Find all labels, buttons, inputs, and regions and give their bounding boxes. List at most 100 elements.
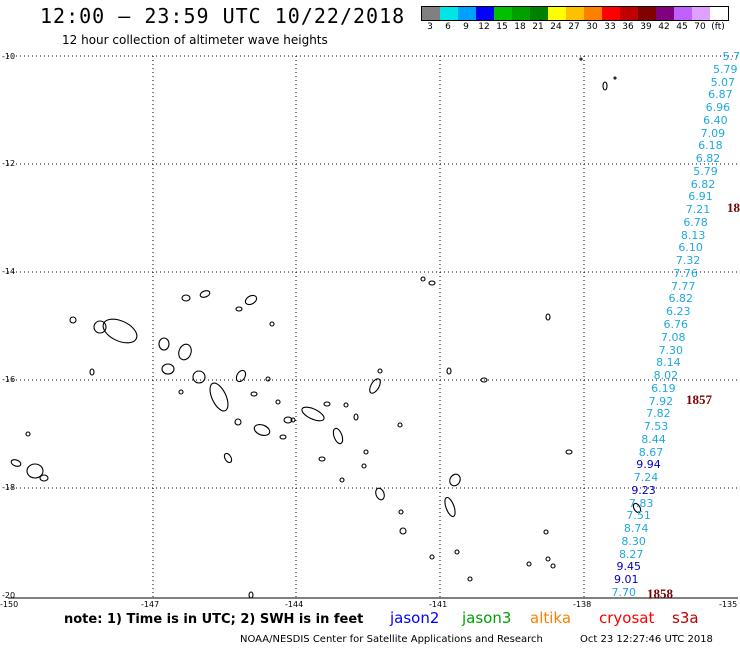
island-outline	[398, 509, 404, 515]
island-outline	[332, 427, 344, 445]
legend-swatch	[638, 7, 656, 20]
island-outline	[429, 554, 435, 560]
legend-swatch	[530, 7, 548, 20]
swh-value: 6.23	[665, 305, 691, 319]
island-outline	[269, 321, 275, 327]
swh-value: 5.07	[710, 75, 736, 89]
island-outline	[377, 368, 383, 374]
lat-label: -14	[2, 267, 16, 276]
swh-value: 6.82	[668, 292, 693, 306]
island-outline	[543, 529, 549, 535]
swh-value: 7.83	[628, 496, 654, 510]
swh-value: 7.09	[700, 126, 726, 140]
island-outline	[279, 434, 287, 440]
swh-value: 6.96	[705, 101, 731, 115]
island-outline	[565, 449, 573, 455]
island-outline	[102, 318, 138, 344]
legend-tick: 36	[622, 22, 634, 32]
legend-swatch	[548, 7, 566, 20]
swh-value: 8.02	[653, 369, 679, 383]
swh-value: 6.76	[663, 318, 689, 331]
island-outline	[181, 294, 191, 302]
island-outline	[25, 431, 31, 437]
island-outline	[209, 382, 229, 412]
island-outline	[323, 401, 331, 407]
island-outline	[446, 367, 452, 375]
island-outline	[250, 391, 258, 397]
island-outline	[192, 370, 206, 384]
swh-value: 8.67	[638, 445, 664, 459]
swh-value: 6.82	[695, 152, 721, 166]
swh-value: 6.91	[688, 190, 713, 204]
swh-value: 7.51	[626, 509, 651, 523]
generated-timestamp: Oct 23 12:27:46 UTC 2018	[580, 634, 713, 645]
island-outline	[602, 81, 608, 91]
island-outline	[339, 477, 345, 483]
swh-value: 6.40	[703, 113, 728, 127]
island-outline	[26, 463, 44, 479]
lon-label: -135	[719, 600, 738, 609]
island-outline	[550, 563, 556, 569]
lon-label: -144	[285, 600, 304, 609]
legend-swatch	[494, 7, 512, 20]
island-outline	[526, 561, 532, 567]
legend-tick: 45	[676, 22, 688, 32]
swh-value: 7.53	[643, 420, 669, 434]
swh-value: 8.74	[623, 522, 649, 536]
island-outline	[632, 502, 642, 514]
swh-value: 8.27	[618, 547, 644, 561]
legend-tick: 21	[532, 22, 544, 32]
legend-tick: 42	[658, 22, 670, 32]
island-outline	[480, 377, 488, 383]
island-outline	[397, 422, 403, 428]
legend-swatch	[710, 7, 728, 20]
pass-time-label: 1857	[686, 392, 712, 407]
legend-tick: 18	[514, 22, 526, 32]
island-outline	[10, 459, 22, 467]
satellite-altika: altika	[530, 609, 572, 627]
legend-tick: (ft)	[711, 22, 725, 32]
lon-label: -147	[141, 600, 160, 609]
lat-label: -16	[2, 375, 16, 384]
island-outline	[89, 368, 95, 376]
pass-time-label: 18	[727, 200, 740, 215]
legend-swatch	[620, 7, 638, 20]
color-legend-bar	[421, 6, 729, 21]
island-outline	[545, 313, 551, 321]
satellite-jason2: jason2	[390, 609, 440, 627]
page-subtitle: 12 hour collection of altimeter wave hei…	[62, 33, 328, 47]
island-outline	[199, 290, 211, 298]
island-outline	[178, 343, 192, 361]
swh-value: 7.70	[611, 586, 637, 599]
island-outline	[253, 424, 271, 436]
swh-value: 6.10	[678, 241, 703, 255]
island-outline	[93, 320, 107, 334]
swh-value: 9.94	[636, 458, 661, 472]
island-outline	[244, 294, 258, 306]
lat-label: -20	[2, 591, 16, 600]
island-outlines	[10, 57, 642, 599]
swh-value: 7.76	[673, 266, 698, 280]
page-title: 12:00 – 23:59 UTC 10/22/2018	[40, 4, 406, 28]
satellite-cryosat: cryosat	[599, 609, 655, 627]
island-outline	[235, 369, 247, 383]
island-outline	[265, 376, 271, 382]
island-outline	[283, 416, 293, 424]
island-outline	[158, 337, 170, 351]
swh-value: 8.14	[656, 356, 681, 370]
swh-value: 8.44	[641, 432, 666, 446]
swh-value: 9.45	[616, 560, 641, 574]
pass-time-label: 1858	[647, 586, 673, 601]
swh-value: 7.82	[646, 407, 671, 421]
swh-value: 6.87	[708, 88, 733, 102]
island-outline	[353, 413, 359, 421]
legend-tick: 24	[550, 22, 562, 32]
swh-value: 6.82	[690, 177, 716, 191]
island-outline	[454, 549, 460, 555]
island-outline	[235, 306, 243, 312]
legend-swatch	[692, 7, 710, 20]
legend-swatch	[458, 7, 476, 20]
credit-line: NOAA/NESDIS Center for Satellite Applica…	[240, 634, 543, 645]
swh-value: 7.92	[648, 394, 674, 408]
